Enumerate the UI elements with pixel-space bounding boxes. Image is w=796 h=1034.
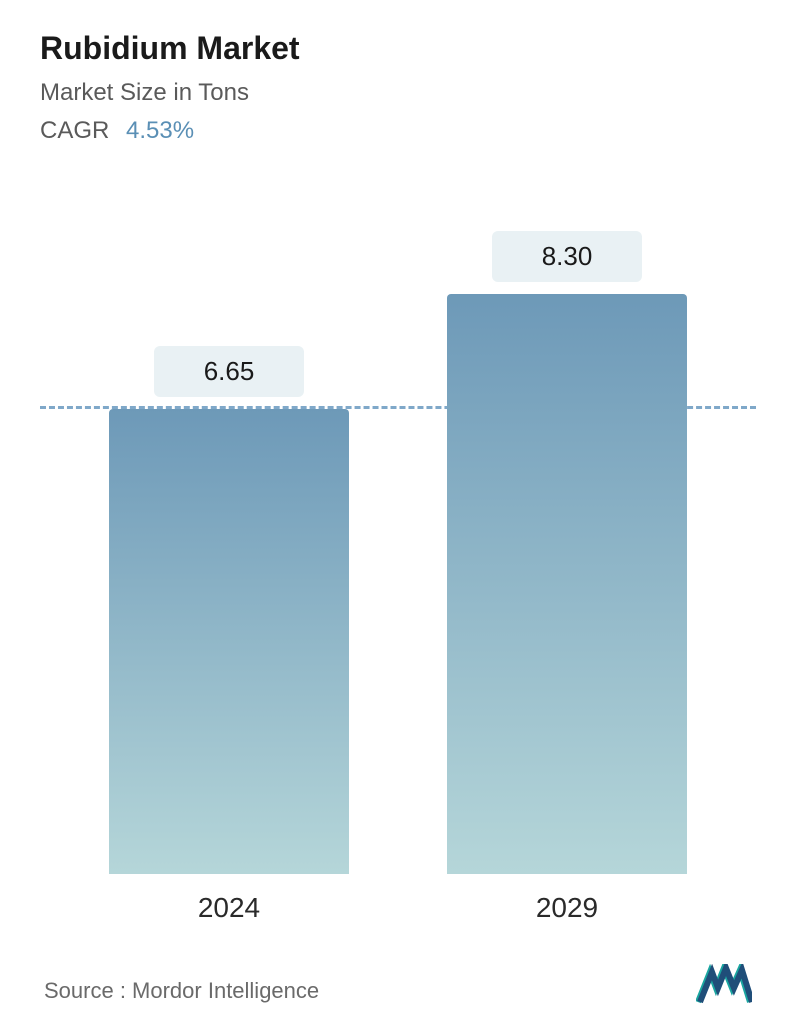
bar	[447, 294, 687, 874]
header: Rubidium Market Market Size in Tons CAGR…	[40, 30, 756, 145]
cagr-value: 4.53%	[126, 117, 194, 144]
cagr-label: CAGR	[40, 117, 109, 144]
bar-group: 6.65	[109, 346, 349, 874]
brand-logo-icon	[696, 964, 752, 1004]
source-attribution: Source : Mordor Intelligence	[44, 978, 319, 1004]
chart-plot-area: 6.65 8.30	[40, 185, 756, 874]
x-axis-label: 2029	[447, 892, 687, 924]
chart-container: Rubidium Market Market Size in Tons CAGR…	[0, 0, 796, 1034]
bar-group: 8.30	[447, 231, 687, 874]
bar	[109, 409, 349, 874]
bar-value-label: 6.65	[154, 346, 305, 397]
bar-value-label: 8.30	[492, 231, 643, 282]
x-axis-labels: 2024 2029	[40, 874, 756, 924]
x-axis-label: 2024	[109, 892, 349, 924]
footer: Source : Mordor Intelligence	[40, 964, 756, 1004]
chart-subtitle: Market Size in Tons	[40, 79, 756, 107]
cagr-row: CAGR 4.53%	[40, 117, 756, 145]
chart-title: Rubidium Market	[40, 30, 756, 67]
